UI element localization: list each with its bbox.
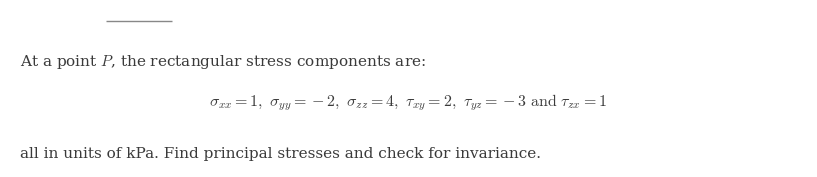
Text: all in units of kPa. Find principal stresses and check for invariance.: all in units of kPa. Find principal stre… xyxy=(20,147,542,161)
Text: $\sigma_{xx} = 1,\ \sigma_{yy} = -2,\ \sigma_{zz} = 4,\ \tau_{xy} = 2,\ \tau_{yz: $\sigma_{xx} = 1,\ \sigma_{yy} = -2,\ \s… xyxy=(209,92,608,113)
Text: At a point $P$, the rectangular stress components are:: At a point $P$, the rectangular stress c… xyxy=(20,53,426,71)
